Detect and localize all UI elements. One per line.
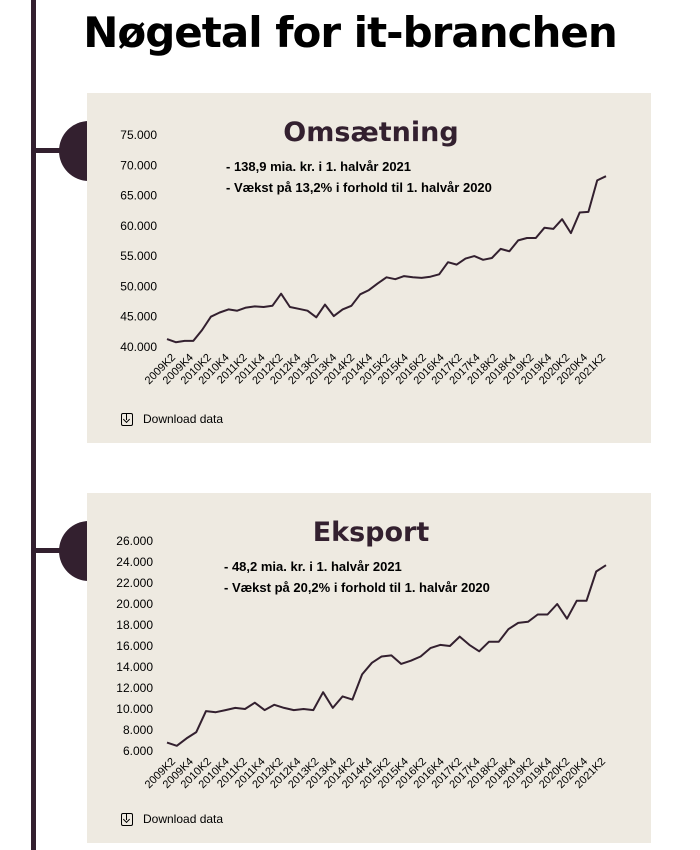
y-tick-label: 16.000 (116, 639, 153, 653)
y-tick-label: 18.000 (116, 618, 153, 632)
y-tick-label: 10.000 (116, 702, 153, 716)
y-tick-label: 26.000 (116, 534, 153, 548)
y-tick-label: 75.000 (120, 128, 157, 142)
download-data-button[interactable]: Download data (121, 812, 223, 826)
download-label: Download data (143, 812, 224, 826)
download-data-button[interactable]: Download data (121, 412, 223, 426)
y-axis: 40.000 45.000 50.000 55.000 60.000 65.000 70.0… (120, 128, 157, 354)
timeline-connector (36, 548, 66, 553)
chart-note: - Vækst på 20,2% i forhold til 1. halvår… (224, 580, 490, 595)
y-tick-label: 70.000 (120, 158, 157, 172)
download-icon (121, 812, 133, 826)
y-tick-label: 55.000 (120, 249, 157, 263)
chart-panel-omsaetning: Omsætning - 138,9 mia. kr. i 1. halvår 2… (87, 93, 651, 443)
chart-note: - 138,9 mia. kr. i 1. halvår 2021 (226, 159, 411, 174)
y-tick-label: 14.000 (116, 660, 153, 674)
chart-title: Omsætning (283, 117, 458, 148)
y-tick-label: 20.000 (116, 597, 153, 611)
x-axis: 2009K22009K42010K22010K42011K22011K42012… (143, 756, 608, 791)
series-line (166, 564, 607, 747)
y-tick-label: 24.000 (116, 555, 153, 569)
y-tick-label: 8.000 (123, 723, 153, 737)
chart-title: Eksport (313, 517, 430, 548)
y-tick-label: 60.000 (120, 219, 157, 233)
y-axis: 6.000 8.000 10.000 12.000 14.000 16.000 18.000… (116, 534, 153, 758)
chart-omsaetning: Omsætning - 138,9 mia. kr. i 1. halvår 2… (120, 117, 608, 387)
y-tick-label: 12.000 (116, 681, 153, 695)
y-tick-label: 22.000 (116, 576, 153, 590)
series (166, 175, 607, 344)
y-tick-label: 40.000 (120, 340, 157, 354)
y-tick-label: 50.000 (120, 279, 157, 293)
series (166, 564, 607, 747)
y-tick-label: 6.000 (123, 744, 153, 758)
chart-note: - 48,2 mia. kr. i 1. halvår 2021 (224, 559, 402, 574)
y-tick-label: 45.000 (120, 310, 157, 324)
page-title: Nøgetal for it-branchen (83, 8, 618, 57)
series-line (166, 175, 607, 344)
download-icon (121, 412, 133, 426)
y-tick-label: 65.000 (120, 189, 157, 203)
download-label: Download data (143, 412, 224, 426)
chart-panel-eksport: Eksport - 48,2 mia. kr. i 1. halvår 2021… (87, 493, 651, 843)
chart-eksport: Eksport - 48,2 mia. kr. i 1. halvår 2021… (116, 517, 608, 791)
chart-note: - Vækst på 13,2% i forhold til 1. halvår… (226, 180, 492, 195)
x-axis: 2009K22009K42010K22010K42011K22011K42012… (143, 352, 608, 387)
timeline-line (31, 0, 36, 850)
timeline-connector (36, 148, 66, 153)
